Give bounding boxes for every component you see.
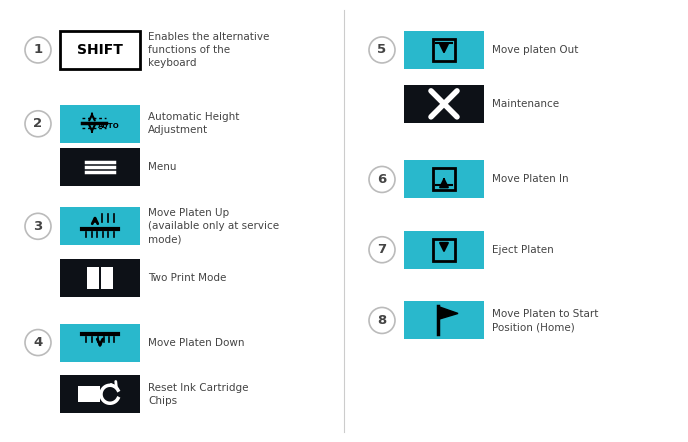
Text: 5: 5: [378, 43, 387, 57]
FancyBboxPatch shape: [60, 31, 140, 69]
FancyBboxPatch shape: [404, 85, 484, 123]
Circle shape: [369, 37, 395, 63]
Text: Move Platen Down: Move Platen Down: [148, 338, 244, 347]
Text: Move Platen to Start
Position (Home): Move Platen to Start Position (Home): [492, 309, 599, 332]
FancyBboxPatch shape: [101, 267, 113, 290]
Text: Move platen Out: Move platen Out: [492, 45, 579, 55]
FancyBboxPatch shape: [404, 301, 484, 339]
FancyBboxPatch shape: [60, 31, 140, 69]
Text: Reset Ink Cartridge
Chips: Reset Ink Cartridge Chips: [148, 383, 248, 406]
Circle shape: [369, 237, 395, 263]
Text: Enables the alternative
functions of the
keyboard: Enables the alternative functions of the…: [148, 32, 270, 68]
Text: Eject Platen: Eject Platen: [492, 245, 554, 255]
Polygon shape: [438, 306, 458, 320]
FancyBboxPatch shape: [60, 207, 140, 245]
Text: 4: 4: [34, 336, 43, 349]
Text: 2: 2: [34, 117, 43, 130]
Circle shape: [25, 37, 51, 63]
Text: AUTO: AUTO: [98, 123, 120, 129]
Text: 1: 1: [34, 43, 43, 57]
FancyBboxPatch shape: [78, 386, 100, 402]
Text: Two Print Mode: Two Print Mode: [148, 274, 226, 283]
Text: 7: 7: [378, 243, 387, 256]
Text: Move Platen Up
(available only at service
mode): Move Platen Up (available only at servic…: [148, 208, 279, 244]
Text: SHIFT: SHIFT: [77, 43, 123, 57]
Circle shape: [25, 330, 51, 355]
Circle shape: [369, 308, 395, 333]
FancyBboxPatch shape: [404, 231, 484, 269]
FancyBboxPatch shape: [60, 324, 140, 362]
Text: Move Platen In: Move Platen In: [492, 175, 568, 184]
FancyBboxPatch shape: [404, 31, 484, 69]
Text: 6: 6: [378, 173, 387, 186]
FancyBboxPatch shape: [87, 267, 99, 290]
FancyBboxPatch shape: [60, 375, 140, 413]
FancyBboxPatch shape: [404, 160, 484, 198]
FancyBboxPatch shape: [60, 259, 140, 297]
Circle shape: [25, 213, 51, 239]
FancyBboxPatch shape: [60, 105, 140, 143]
Circle shape: [369, 167, 395, 192]
Text: Automatic Height
Adjustment: Automatic Height Adjustment: [148, 112, 239, 135]
Text: 8: 8: [378, 314, 387, 327]
FancyBboxPatch shape: [60, 148, 140, 186]
Text: Maintenance: Maintenance: [492, 99, 559, 109]
Text: 3: 3: [34, 220, 43, 233]
Circle shape: [25, 111, 51, 137]
Text: Menu: Menu: [148, 162, 177, 172]
